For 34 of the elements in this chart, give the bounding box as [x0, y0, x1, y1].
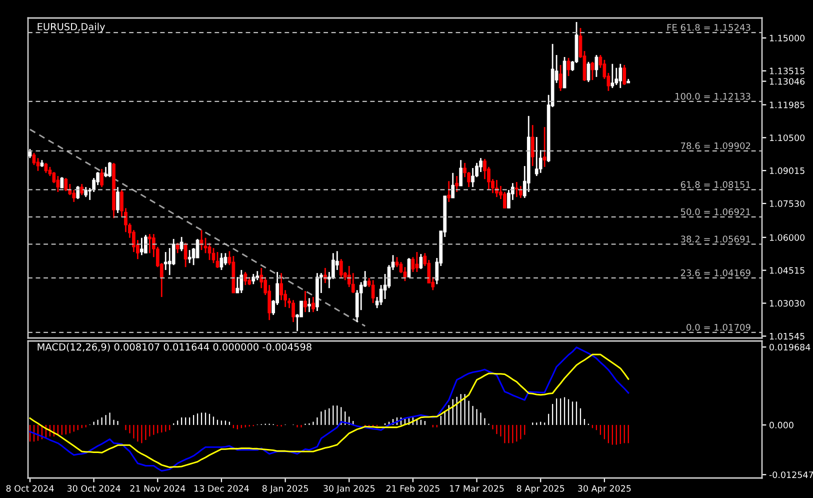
- y-tick-label: 1.01545: [770, 332, 804, 340]
- ref-line-label: FE 61.8 = 1.15243: [667, 24, 750, 31]
- x-tick-label: 17 Mar 2025: [450, 485, 504, 492]
- y-tick-label: 0.019684: [770, 344, 810, 350]
- y-tick-label: 1.11985: [770, 102, 804, 108]
- y-tick-label: 1.04515: [770, 267, 804, 274]
- x-tick-label: 13 Dec 2024: [194, 485, 249, 492]
- ref-line-label: 0.0 = 1.01709: [686, 324, 750, 331]
- y-tick-label: 1.10500: [770, 134, 805, 142]
- x-tick-label: 21 Nov 2024: [130, 485, 186, 492]
- ref-line-label: 50.0 = 1.06921: [680, 208, 750, 216]
- chart-title: MACD(12,26,9) 0.008107 0.011644 0.000000 -0.004598: [38, 343, 312, 352]
- x-tick-label: 30 Apr 2025: [578, 485, 631, 494]
- y-tick-label: 1.03030: [770, 300, 805, 307]
- chart-title: EURUSD,Daily: [38, 22, 105, 32]
- ref-line-label: 38.2 = 1.05691: [680, 236, 750, 242]
- y-tick-label: 1.13046: [770, 78, 805, 85]
- x-tick-label: 8 Apr 2025: [516, 485, 564, 494]
- y-tick-label: 0.000: [770, 422, 794, 428]
- y-tick-label: 1.07530: [770, 200, 805, 207]
- ref-line-label: 23.6 = 1.04169: [680, 269, 750, 276]
- x-tick-label: 21 Feb 2025: [386, 484, 440, 492]
- x-tick-label: 30 Oct 2024: [67, 485, 120, 492]
- y-tick-label: 1.13515: [770, 68, 804, 74]
- y-tick-label: -0.012547: [769, 471, 813, 478]
- y-tick-label: 1.15000: [770, 34, 805, 42]
- ref-line-label: 78.6 = 1.09902: [680, 142, 750, 150]
- y-tick-label: 1.06000: [770, 234, 805, 241]
- x-tick-label: 8 Oct 2024: [6, 485, 54, 492]
- x-tick-label: 30 Jan 2025: [324, 485, 375, 494]
- ref-line-label: 61.8 = 1.08151: [680, 181, 750, 188]
- y-tick-label: 1.09015: [770, 167, 804, 174]
- x-tick-label: 8 Jan 2025: [262, 485, 308, 494]
- ref-line-label: 100.0 = 1.12133: [676, 92, 750, 100]
